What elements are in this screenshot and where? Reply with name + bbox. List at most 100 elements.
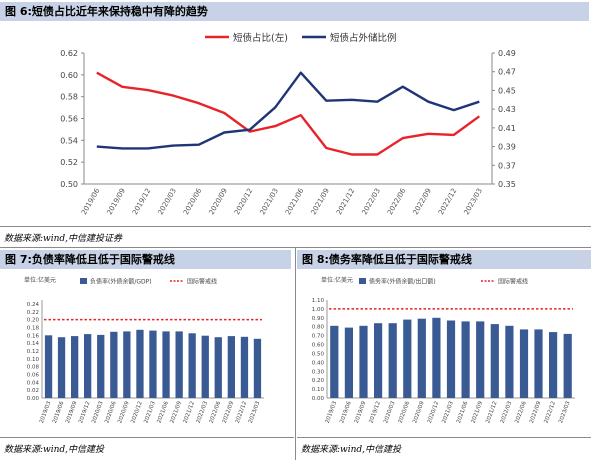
fig8-bar bbox=[359, 325, 368, 398]
fig8-x-tick-label: 2019/12 bbox=[368, 401, 381, 425]
fig8-y-tick-label: 0.40 bbox=[312, 360, 325, 366]
fig7-y-tick-label: 0.02 bbox=[27, 388, 39, 394]
fig8-x-tick-label: 2020/12 bbox=[427, 401, 440, 425]
fig6-left-tick-label: 0.60 bbox=[60, 71, 78, 80]
fig7-bar bbox=[123, 331, 131, 398]
fig7-x-tick-label: 2020/12 bbox=[130, 401, 143, 425]
fig8-bar bbox=[417, 318, 426, 398]
fig8-bar bbox=[534, 329, 543, 398]
fig8-y-tick-label: 0.30 bbox=[312, 369, 325, 375]
fig8-x-tick-label: 2022/03 bbox=[500, 400, 514, 424]
fig6-title: 图 6:短债占比近年来保持稳中有降的趋势 bbox=[0, 2, 589, 21]
fig8-x-tick-label: 2020/06 bbox=[398, 400, 412, 424]
fig7-y-tick-label: 0.18 bbox=[27, 325, 40, 331]
fig8-y-tick-label: 0.80 bbox=[312, 325, 325, 331]
fig6-right-tick-label: 0.45 bbox=[498, 86, 516, 95]
fig6-x-tick-label: 2023/03 bbox=[463, 187, 484, 216]
fig8-legend-line-label: 国际警戒线 bbox=[498, 278, 528, 286]
fig6-x-tick-label: 2019/06 bbox=[80, 187, 102, 217]
fig8-bar bbox=[490, 324, 499, 398]
fig7-legend-bar-label: 负债率(外债余额/GDP) bbox=[90, 278, 152, 286]
fig6-right-tick-label: 0.39 bbox=[498, 143, 516, 152]
fig6-x-tick-label: 2021/03 bbox=[259, 187, 280, 216]
fig7-source-divider bbox=[0, 437, 294, 438]
fig6-x-tick-label: 2021/09 bbox=[310, 187, 331, 216]
fig7-y-tick-label: 0.20 bbox=[27, 318, 40, 324]
fig7-x-tick-label: 2019/03 bbox=[39, 400, 53, 424]
fig6-x-tick-label: 2022/06 bbox=[386, 187, 408, 217]
figures-divider bbox=[295, 248, 296, 460]
fig8-y-tick-label: 0.10 bbox=[312, 387, 325, 393]
fig7-bar bbox=[57, 337, 66, 398]
fig7-x-tick-label: 2020/06 bbox=[104, 400, 118, 424]
fig8-bar bbox=[344, 327, 353, 398]
fig8-bar bbox=[519, 329, 529, 398]
fig7-bar bbox=[227, 336, 235, 398]
fig8-y-tick-label: 0.00 bbox=[312, 396, 325, 402]
fig6-source: 数据来源:wind,中信建投证券 bbox=[4, 234, 123, 244]
fig8-bar bbox=[549, 332, 558, 398]
fig7-x-tick-label: 2019/06 bbox=[52, 400, 66, 424]
fig8-x-tick-label: 2019/03 bbox=[325, 400, 339, 424]
fig7-x-tick-label: 2021/03 bbox=[143, 400, 157, 424]
fig7-y-tick-label: 0.10 bbox=[27, 357, 40, 363]
fig8-y-tick-label: 0.70 bbox=[312, 334, 325, 340]
fig8-bar bbox=[374, 323, 383, 398]
fig7-bar bbox=[240, 336, 249, 398]
fig8-source: 数据来源:wind,中信建投 bbox=[301, 445, 402, 455]
fig7-x-tick-label: 2019/12 bbox=[78, 401, 91, 425]
fig7-x-tick-label: 2022/09 bbox=[222, 400, 236, 424]
fig8-title: 图 8:债务率降低且低于国际警戒线 bbox=[297, 250, 591, 269]
fig7-unit-label: 单位:亿美元 bbox=[24, 276, 56, 284]
fig8-bar bbox=[330, 325, 339, 398]
fig7-bar bbox=[136, 329, 144, 398]
fig6-source-divider bbox=[0, 226, 591, 227]
fig6-series-short-debt-ratio bbox=[96, 71, 481, 156]
fig7-x-tick-label: 2022/12 bbox=[235, 401, 248, 425]
fig7-bar bbox=[97, 334, 105, 398]
fig7-bar-chart: 单位:亿美元 负债率(外债余额/GDP) 国际警戒线 0.00 0.02 0.04 0.06… bbox=[24, 276, 264, 425]
fig6-line-chart: 0.50 0.52 0.54 0.56 0.58 0.60 0.62 0.35 0.37 0.39… bbox=[60, 32, 516, 217]
fig8-bar bbox=[388, 323, 397, 398]
fig6-x-tick-label: 2020/03 bbox=[157, 187, 178, 216]
fig8-y-tick-label: 1.00 bbox=[312, 307, 325, 313]
fig6-x-tick-label: 2022/09 bbox=[412, 187, 433, 216]
fig8-bar bbox=[432, 317, 441, 398]
fig8-x-tick-label: 2022/06 bbox=[514, 400, 528, 424]
fig8-x-tick-label: 2020/03 bbox=[383, 400, 397, 424]
fig7-x-tick-label: 2021/12 bbox=[183, 401, 196, 425]
fig6-left-tick-label: 0.58 bbox=[60, 93, 78, 102]
fig7-bar bbox=[149, 330, 157, 398]
fig7-x-tick-label: 2019/09 bbox=[65, 400, 79, 424]
fig6-x-tick-label: 2019/12 bbox=[131, 187, 152, 216]
fig8-y-tick-label: 0.90 bbox=[312, 316, 325, 322]
fig7-y-tick-label: 0.24 bbox=[27, 302, 40, 308]
fig6-left-tick-label: 0.54 bbox=[60, 136, 78, 145]
fig8-y-tick-label: 0.50 bbox=[312, 351, 325, 357]
fig8-bar bbox=[476, 321, 485, 398]
fig8-unit-label: 单位:亿美元 bbox=[321, 276, 353, 284]
fig7-y-tick-label: 0.16 bbox=[27, 333, 40, 339]
fig6-legend-label: 短债占比(左) bbox=[233, 32, 288, 44]
fig6-x-tick-label: 2019/09 bbox=[106, 187, 127, 216]
fig8-legend-bar-swatch bbox=[359, 278, 366, 284]
fig8-x-tick-label: 2019/06 bbox=[339, 400, 353, 424]
fig7-y-tick-label: 0.04 bbox=[27, 380, 40, 386]
fig7-x-tick-label: 2020/09 bbox=[117, 400, 131, 424]
fig6-left-tick-label: 0.56 bbox=[60, 115, 78, 124]
fig8-bar bbox=[505, 325, 514, 398]
fig8-x-tick-label: 2022/09 bbox=[529, 400, 543, 424]
fig7-bar bbox=[44, 335, 53, 398]
fig6-series-short-debt-reserve-ratio bbox=[96, 71, 480, 150]
fig7-bar bbox=[188, 333, 196, 398]
fig6-x-tick-label: 2022/12 bbox=[437, 187, 458, 216]
fig8-bar bbox=[563, 333, 572, 398]
fig7-x-tick-label: 2023/03 bbox=[248, 400, 262, 424]
fig6-right-tick-label: 0.35 bbox=[498, 180, 516, 189]
fig8-x-tick-label: 2022/12 bbox=[544, 401, 557, 425]
fig7-bar bbox=[214, 337, 222, 398]
fig6-left-tick-label: 0.52 bbox=[60, 158, 78, 167]
fig7-bar bbox=[201, 335, 209, 398]
fig7-source: 数据来源:wind,中信建投 bbox=[4, 445, 105, 455]
fig6-right-tick-label: 0.47 bbox=[498, 68, 516, 77]
